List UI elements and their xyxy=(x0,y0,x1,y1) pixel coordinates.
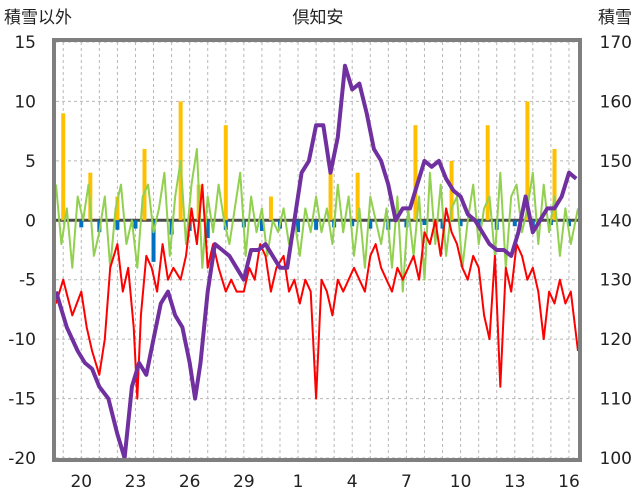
x-tick-label: 29 xyxy=(233,472,255,492)
x-tick-label: 7 xyxy=(401,472,412,492)
x-tick-label: 20 xyxy=(70,472,92,492)
pressure-bar xyxy=(350,220,355,227)
y-right-tick-label: 110 xyxy=(600,390,632,410)
snowfall-bar xyxy=(328,160,333,221)
y-right-tick-label: 160 xyxy=(600,92,632,112)
snowfall-bar xyxy=(268,196,273,221)
chart-title: 倶知安 xyxy=(293,8,344,28)
x-tick-label: 26 xyxy=(179,472,201,492)
pressure-bar xyxy=(296,220,301,233)
y-right-tick-label: 100 xyxy=(600,449,632,469)
y-right-axis-label: 積雪 xyxy=(598,8,632,28)
pressure-bar xyxy=(458,220,463,227)
snow-depth-line xyxy=(54,63,578,460)
y-left-tick-label: -5 xyxy=(19,271,36,291)
y-right-tick-label: 130 xyxy=(600,271,632,291)
snowfall-bar xyxy=(223,125,228,221)
snowfall-bar xyxy=(485,125,490,221)
y-right-tick-label: 150 xyxy=(600,152,632,172)
snowfall-bar xyxy=(525,101,530,221)
pressure-bar xyxy=(566,220,571,227)
pressure-bar xyxy=(115,220,120,230)
y-left-tick-label: 0 xyxy=(25,211,36,231)
pressure-bar xyxy=(422,220,427,226)
line-layer xyxy=(54,63,579,460)
tick-labels: 151050-5-10-15-2017016015014013012011010… xyxy=(8,33,632,492)
y-left-tick-label: 10 xyxy=(14,92,36,112)
x-tick-label: 4 xyxy=(347,472,358,492)
pressure-bar xyxy=(440,220,445,229)
pressure-bar xyxy=(205,220,210,239)
pressure-bar xyxy=(512,220,517,227)
y-right-tick-label: 170 xyxy=(600,33,632,53)
pressure-bar xyxy=(314,220,319,230)
x-tick-label: 23 xyxy=(125,472,147,492)
x-tick-label: 1 xyxy=(293,472,304,492)
x-tick-label: 16 xyxy=(558,472,580,492)
pressure-bar xyxy=(79,220,84,228)
temperature-line xyxy=(55,183,579,400)
snowfall-bar xyxy=(355,172,360,221)
x-tick-label: 10 xyxy=(450,472,472,492)
y-right-tick-label: 120 xyxy=(600,330,632,350)
plot-frame xyxy=(52,38,582,462)
y-right-tick-label: 140 xyxy=(600,211,632,231)
x-tick-label: 13 xyxy=(504,472,526,492)
y-left-axis-label: 積雪以外 xyxy=(4,8,72,28)
snowfall-bar xyxy=(61,113,66,221)
snowfall-bar xyxy=(413,125,418,221)
y-left-tick-label: -20 xyxy=(8,449,36,469)
snowfall-bar xyxy=(552,148,557,221)
pressure-bar xyxy=(368,220,373,229)
snowfall-bar xyxy=(142,148,147,221)
pressure-bar xyxy=(151,220,156,262)
pressure-bar xyxy=(259,220,264,231)
y-left-tick-label: 5 xyxy=(25,152,36,172)
y-left-tick-label: -10 xyxy=(8,330,36,350)
snowfall-bar xyxy=(115,196,120,221)
y-left-tick-label: 15 xyxy=(14,33,36,53)
y-left-tick-label: -15 xyxy=(8,390,36,410)
wind-line xyxy=(55,148,579,293)
pressure-bar xyxy=(133,220,138,229)
